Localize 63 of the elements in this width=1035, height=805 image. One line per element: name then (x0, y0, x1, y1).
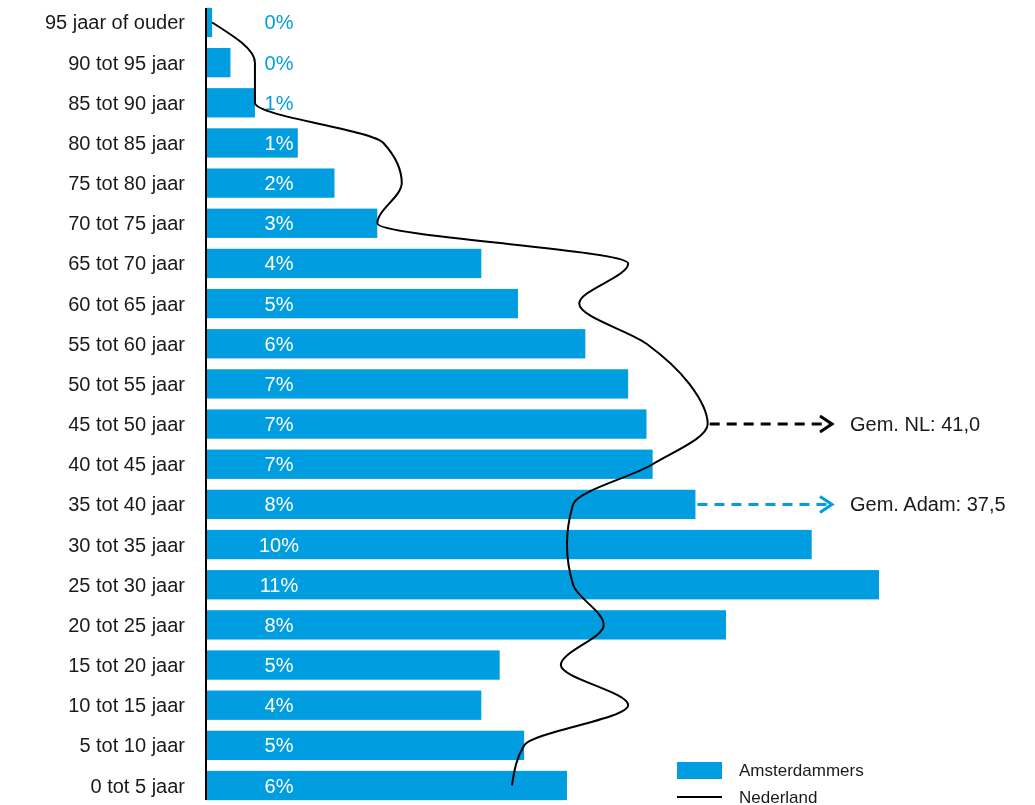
data-label: 4% (264, 694, 294, 717)
y-tick-label: 50 tot 55 jaar (68, 372, 186, 395)
y-tick-label: 95 jaar of ouder (44, 11, 186, 34)
annotation: Gem. NL: 41,0 (850, 413, 981, 436)
data-label: 3% (264, 212, 294, 235)
y-tick-label: 20 tot 25 jaar (68, 613, 186, 636)
data-label: 6% (264, 332, 294, 355)
data-label: 4% (264, 252, 294, 275)
bar (206, 168, 335, 198)
y-tick-label: 40 tot 45 jaar (68, 453, 186, 476)
y-tick-label: 5 tot 10 jaar (79, 734, 186, 757)
y-tick-label: 25 tot 30 jaar (68, 573, 186, 596)
bar (206, 650, 500, 680)
y-tick-label: 15 tot 20 jaar (68, 654, 186, 677)
data-label: 0% (264, 11, 294, 34)
data-label: 1% (264, 91, 294, 114)
data-label: 8% (264, 493, 294, 516)
bar (206, 88, 255, 118)
data-label: 7% (264, 372, 294, 395)
data-label: 0% (264, 51, 294, 74)
bar (206, 329, 586, 359)
bar (206, 369, 629, 399)
data-label: 2% (264, 172, 294, 195)
data-label: 5% (264, 292, 294, 315)
data-label: 10% (258, 533, 300, 556)
data-label: 11% (259, 573, 299, 596)
data-label: 8% (264, 613, 294, 636)
y-tick-label: 70 tot 75 jaar (68, 212, 186, 235)
y-tick-label: 85 tot 90 jaar (68, 91, 186, 114)
data-label: 5% (264, 734, 294, 757)
legend-label: Nederland (739, 787, 818, 805)
bar (206, 610, 727, 640)
bar (206, 529, 812, 560)
legend-label: Amsterdammers (739, 760, 864, 780)
bar (206, 770, 567, 801)
y-tick-label: 55 tot 60 jaar (68, 332, 186, 355)
bar (206, 489, 696, 520)
y-tick-label: 65 tot 70 jaar (68, 252, 186, 275)
y-tick-label: 90 tot 95 jaar (68, 51, 186, 74)
data-label: 1% (264, 131, 294, 154)
bar (206, 690, 482, 720)
bar (206, 248, 482, 279)
y-tick-label: 30 tot 35 jaar (68, 533, 186, 556)
bar (206, 208, 378, 238)
bar (206, 730, 525, 761)
annotation: Gem. Adam: 37,5 (850, 493, 1006, 516)
bar (206, 128, 298, 158)
bar (206, 449, 653, 479)
data-label: 7% (264, 413, 294, 436)
y-tick-label: 80 tot 85 jaar (68, 131, 186, 154)
bar (206, 47, 231, 78)
y-tick-label: 45 tot 50 jaar (68, 413, 186, 436)
y-tick-label: 75 tot 80 jaar (68, 172, 186, 195)
bar (206, 409, 647, 439)
data-label: 7% (264, 453, 294, 476)
data-label: 5% (264, 654, 294, 677)
bar (206, 288, 519, 319)
y-tick-label: 60 tot 65 jaar (68, 292, 186, 315)
bar (206, 570, 879, 600)
y-tick-label: 35 tot 40 jaar (68, 493, 186, 516)
y-tick-label: 10 tot 15 jaar (68, 694, 186, 717)
y-tick-label: 0 tot 5 jaar (90, 774, 186, 797)
data-label: 6% (264, 774, 294, 797)
